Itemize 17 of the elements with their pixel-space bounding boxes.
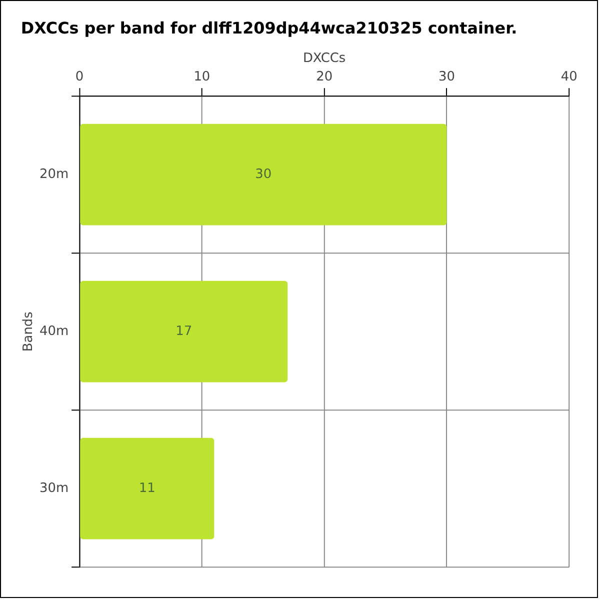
x-tick-label: 10 <box>194 70 210 85</box>
x-tick-label: 40 <box>560 70 578 85</box>
y-tick-label: 30m <box>40 480 69 496</box>
x-tick-label: 20 <box>316 70 333 85</box>
bar <box>80 280 288 382</box>
data-label: 30 <box>255 166 272 182</box>
y-tick-label: 20m <box>40 166 69 182</box>
x-tick-label: 0 <box>75 70 84 85</box>
x-tick-label: 30 <box>438 70 455 85</box>
bar <box>80 438 214 540</box>
y-axis-title: Bands <box>21 311 36 352</box>
x-axis-title: DXCCs <box>302 51 346 66</box>
chart-title: DXCCs per band for dlff1209dp44wca210325 container. <box>20 18 518 38</box>
data-label: 17 <box>176 324 192 339</box>
data-label: 11 <box>138 480 156 496</box>
bar <box>80 124 447 226</box>
y-tick-label: 40m <box>40 324 69 339</box>
